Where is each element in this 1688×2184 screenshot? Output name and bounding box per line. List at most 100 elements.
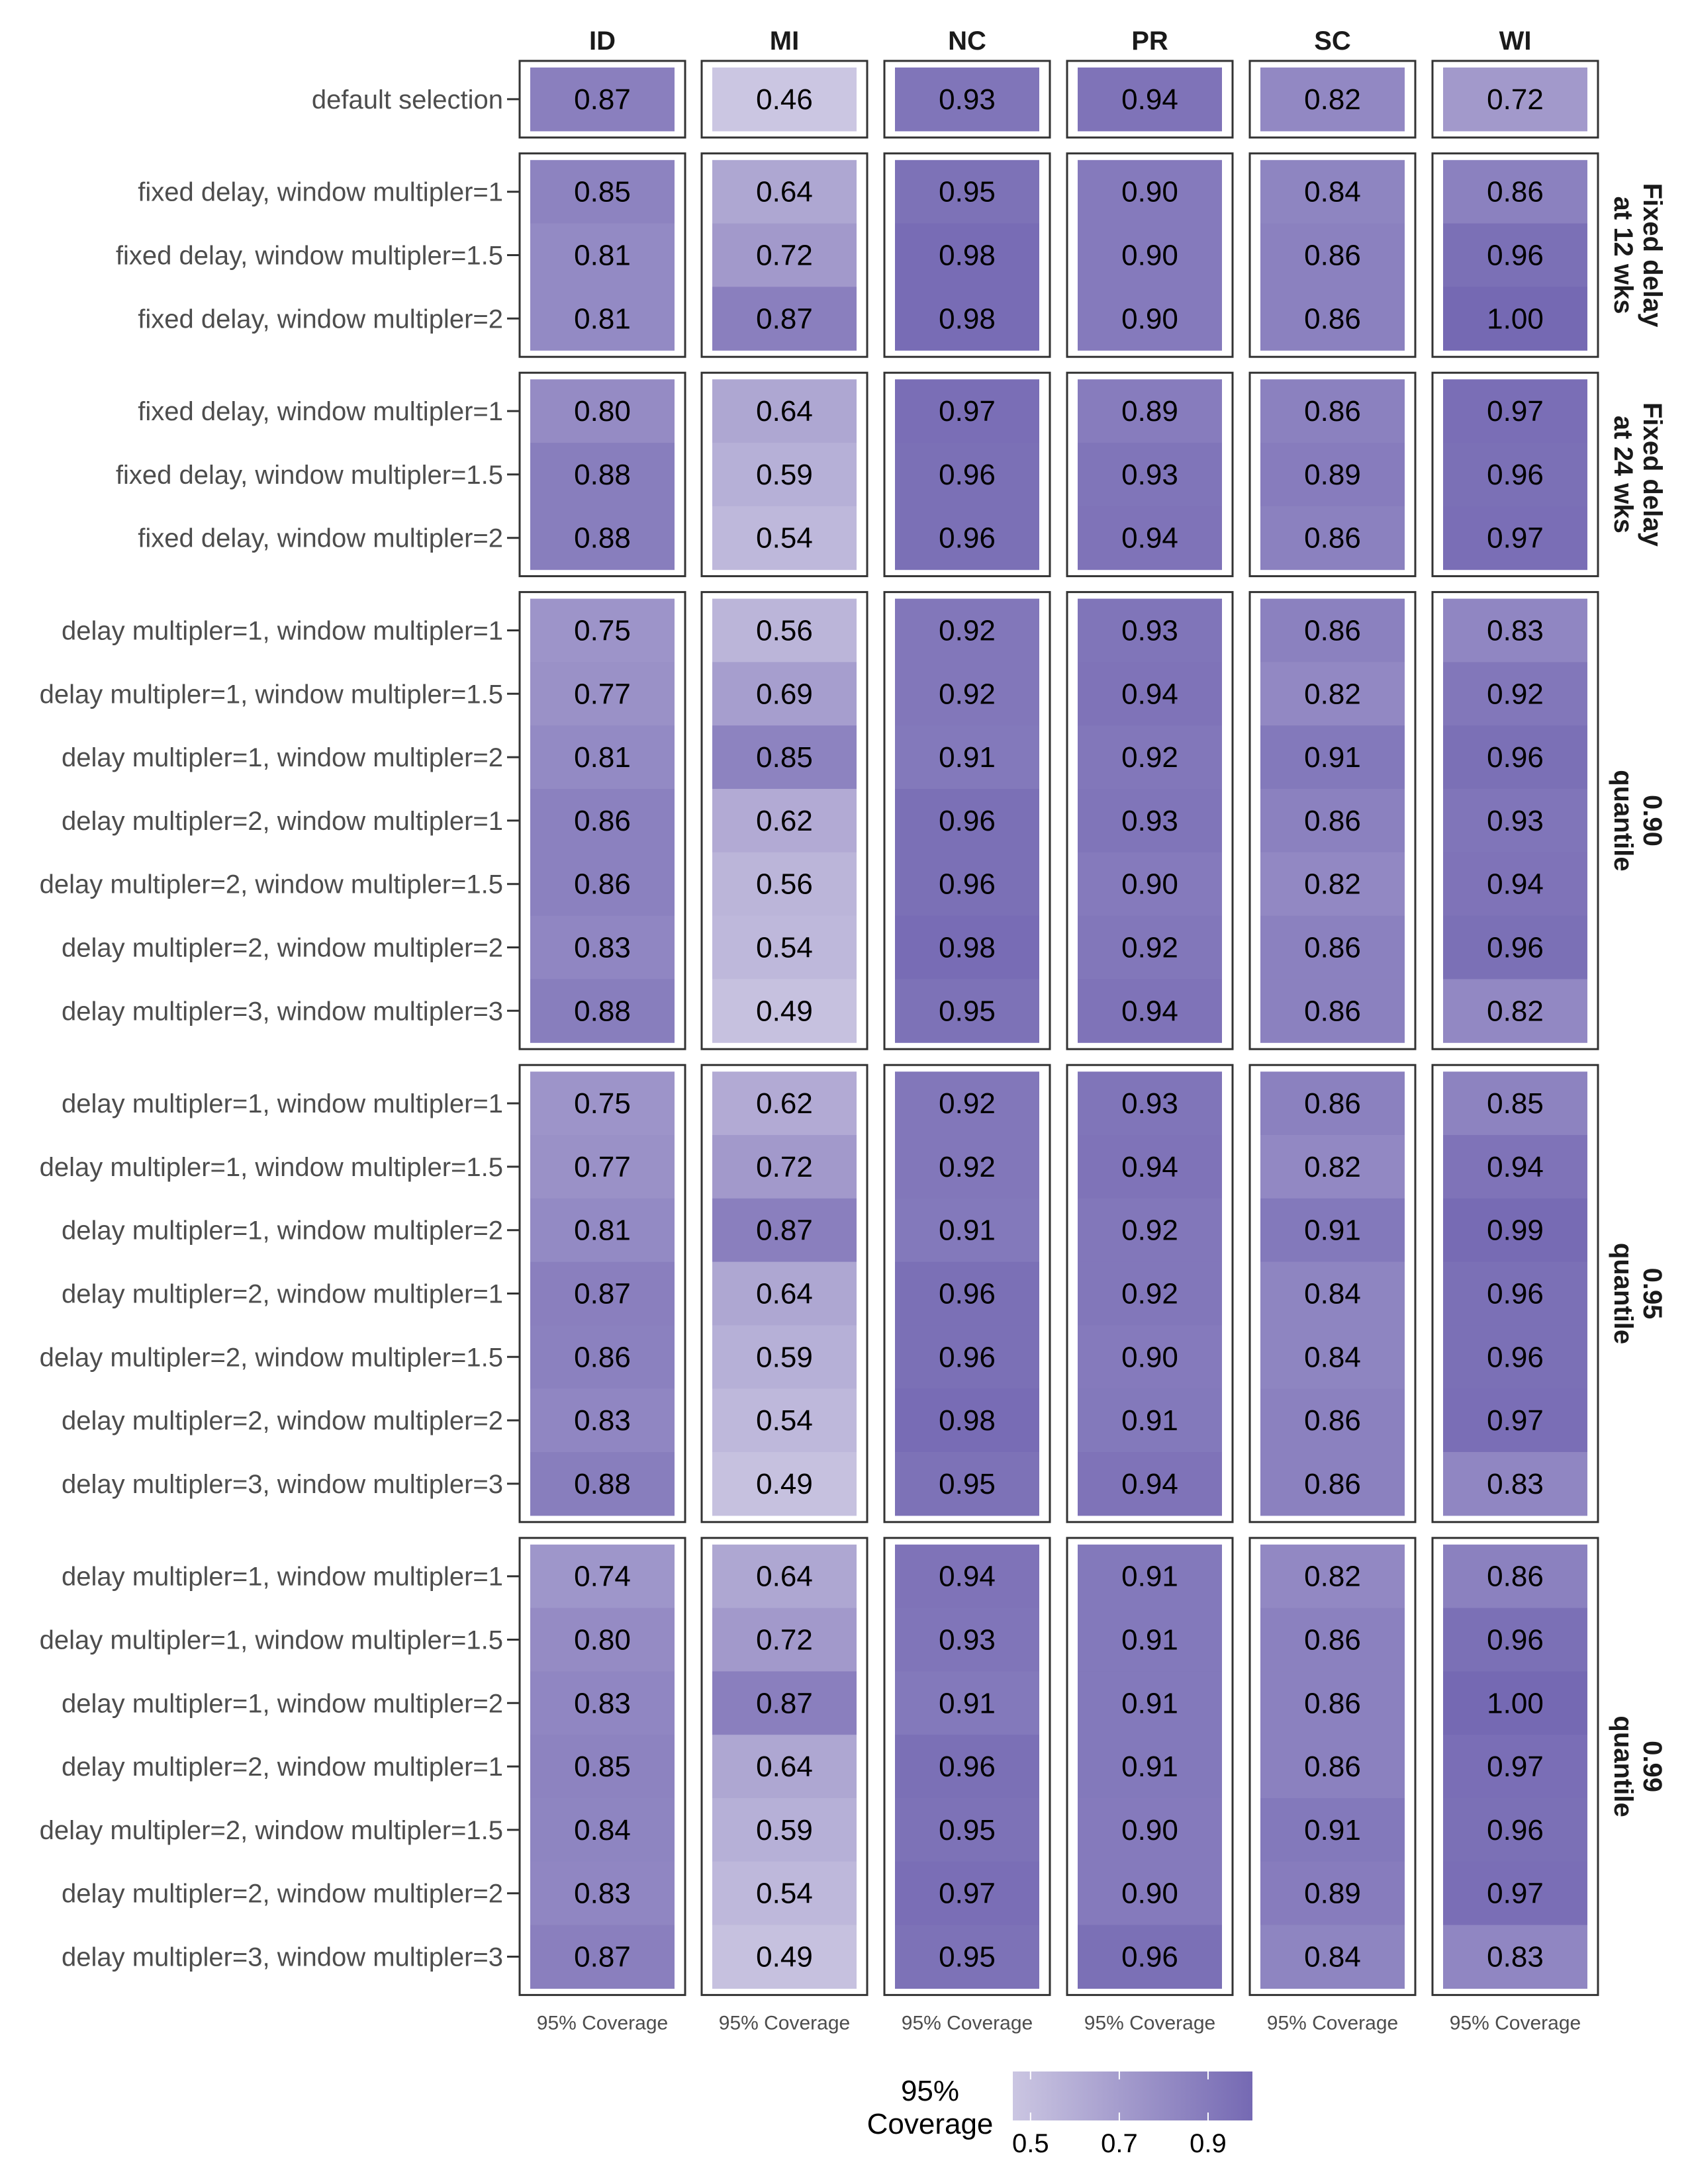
cell-value-label: 0.98	[939, 302, 996, 335]
x-axis-label: 95% Coverage	[719, 2012, 850, 2034]
heatmap-tile	[895, 662, 1039, 726]
heatmap-tile	[712, 1735, 857, 1799]
cell-value-label: 0.95	[939, 1468, 996, 1500]
facet-panel-border	[700, 591, 868, 1050]
heatmap-tile	[530, 1925, 675, 1989]
cell-value-label: 0.92	[1121, 932, 1178, 964]
row-label: delay multipler=1, window multipler=1	[62, 617, 503, 646]
cell-value-label: 0.82	[1487, 995, 1544, 1027]
cell-value-label: 0.86	[1304, 302, 1361, 335]
column-header-pr: PR	[1131, 26, 1168, 56]
heatmap-tile	[1260, 1198, 1405, 1263]
heatmap-tile	[1078, 789, 1222, 853]
heatmap-tile	[712, 379, 857, 443]
cell-value-label: 0.86	[1304, 995, 1361, 1027]
heatmap-tile	[530, 1544, 675, 1609]
cell-value-label: 0.83	[574, 1878, 631, 1910]
cell-value-label: 0.91	[1121, 1404, 1178, 1437]
cell-value-label: 0.80	[574, 395, 631, 428]
cell-value-label: 0.96	[1487, 1278, 1544, 1310]
cell-value-label: 0.86	[1304, 1687, 1361, 1719]
cell-value-label: 0.86	[1304, 1468, 1361, 1500]
cell-value-label: 0.86	[1304, 395, 1361, 428]
x-axis-label: 95% Coverage	[1267, 2012, 1398, 2034]
heatmap-tile	[895, 1798, 1039, 1862]
cell-value-label: 0.59	[756, 1814, 813, 1846]
cell-value-label: 0.91	[1121, 1561, 1178, 1593]
heatmap-tile	[712, 223, 857, 287]
facet-strip-label: 0.90quantile	[1609, 770, 1667, 871]
heatmap-tile	[895, 443, 1039, 507]
cell-value-label: 0.97	[1487, 1404, 1544, 1437]
heatmap-tile	[1443, 287, 1587, 351]
cell-value-label: 0.93	[1487, 805, 1544, 837]
facet-panel-border	[518, 60, 686, 139]
x-axis-label: 95% Coverage	[902, 2012, 1033, 2034]
heatmap-tile	[1443, 443, 1587, 507]
cell-value-label: 0.87	[756, 1687, 813, 1719]
heatmap-tile	[1260, 1671, 1405, 1735]
cell-value-label: 0.96	[1487, 459, 1544, 491]
heatmap-tile	[712, 979, 857, 1043]
cell-value-label: 0.88	[574, 522, 631, 555]
heatmap-tile	[712, 1544, 857, 1609]
cell-value-label: 0.98	[939, 240, 996, 272]
cell-value-label: 0.83	[574, 1404, 631, 1437]
facet-panel-border	[1431, 591, 1599, 1050]
heatmap-tile	[1078, 1671, 1222, 1735]
column-header-nc: NC	[948, 26, 986, 56]
heatmap-tile	[1078, 68, 1222, 132]
cell-value-label: 0.56	[756, 615, 813, 647]
row-label: delay multipler=1, window multipler=1.5	[40, 1626, 503, 1655]
heatmap-tile	[530, 915, 675, 979]
heatmap-tile	[1260, 1861, 1405, 1926]
heatmap-tile	[712, 1261, 857, 1326]
cell-value-label: 0.89	[1304, 1878, 1361, 1910]
cell-value-label: 0.91	[1304, 741, 1361, 774]
heatmap-tile	[1078, 1608, 1222, 1672]
heatmap-tile	[1443, 1135, 1587, 1199]
heatmap-tile	[1078, 287, 1222, 351]
heatmap-tile	[1443, 852, 1587, 917]
heatmap-tile	[530, 1452, 675, 1516]
heatmap-tile	[1078, 915, 1222, 979]
facet-strip-line: at 12 wks	[1609, 197, 1638, 314]
cell-value-label: 0.84	[1304, 1941, 1361, 1974]
heatmap-tile	[712, 1135, 857, 1199]
cell-value-label: 0.77	[574, 1151, 631, 1183]
row-label: fixed delay, window multipler=2	[138, 524, 503, 553]
heatmap-tile	[1443, 1198, 1587, 1263]
column-header-sc: SC	[1314, 26, 1351, 56]
heatmap-tile	[1078, 1861, 1222, 1926]
facet-panel-border	[1431, 1537, 1599, 1996]
cell-value-label: 0.64	[756, 395, 813, 428]
heatmap-tile	[712, 1925, 857, 1989]
cell-value-label: 0.92	[939, 1151, 996, 1183]
facet-panel-border	[1248, 60, 1417, 139]
heatmap-tile	[1078, 662, 1222, 726]
facet-panel-border	[700, 371, 868, 578]
legend-title-line: Coverage	[867, 2108, 994, 2140]
heatmap-tile	[712, 443, 857, 507]
heatmap-tile	[1078, 1198, 1222, 1263]
heatmap-tile	[1260, 223, 1405, 287]
heatmap-tile	[1260, 915, 1405, 979]
legend-colorbar	[1013, 2071, 1252, 2120]
facet-strip-line: 0.95	[1638, 1268, 1667, 1320]
heatmap-tile	[1260, 598, 1405, 662]
heatmap-tile	[1260, 979, 1405, 1043]
cell-value-label: 0.49	[756, 995, 813, 1027]
row-label: delay multipler=2, window multipler=1	[62, 807, 503, 836]
row-label: delay multipler=1, window multipler=2	[62, 1689, 503, 1718]
cell-value-label: 0.85	[574, 176, 631, 208]
heatmap-tile	[1443, 1071, 1587, 1136]
heatmap-tile	[1260, 789, 1405, 853]
heatmap-tile	[1260, 1135, 1405, 1199]
heatmap-tile	[1443, 1861, 1587, 1926]
cell-value-label: 0.99	[1487, 1214, 1544, 1247]
heatmap-tile	[1260, 1735, 1405, 1799]
cell-value-label: 1.00	[1487, 1687, 1544, 1719]
cell-value-label: 0.82	[1304, 1151, 1361, 1183]
legend-title-line: 95%	[901, 2075, 959, 2107]
facet-panel-border	[1248, 1064, 1417, 1524]
